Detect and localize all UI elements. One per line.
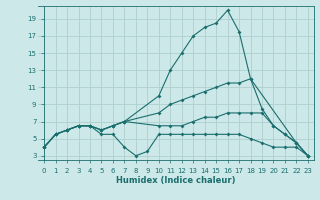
X-axis label: Humidex (Indice chaleur): Humidex (Indice chaleur)	[116, 176, 236, 185]
